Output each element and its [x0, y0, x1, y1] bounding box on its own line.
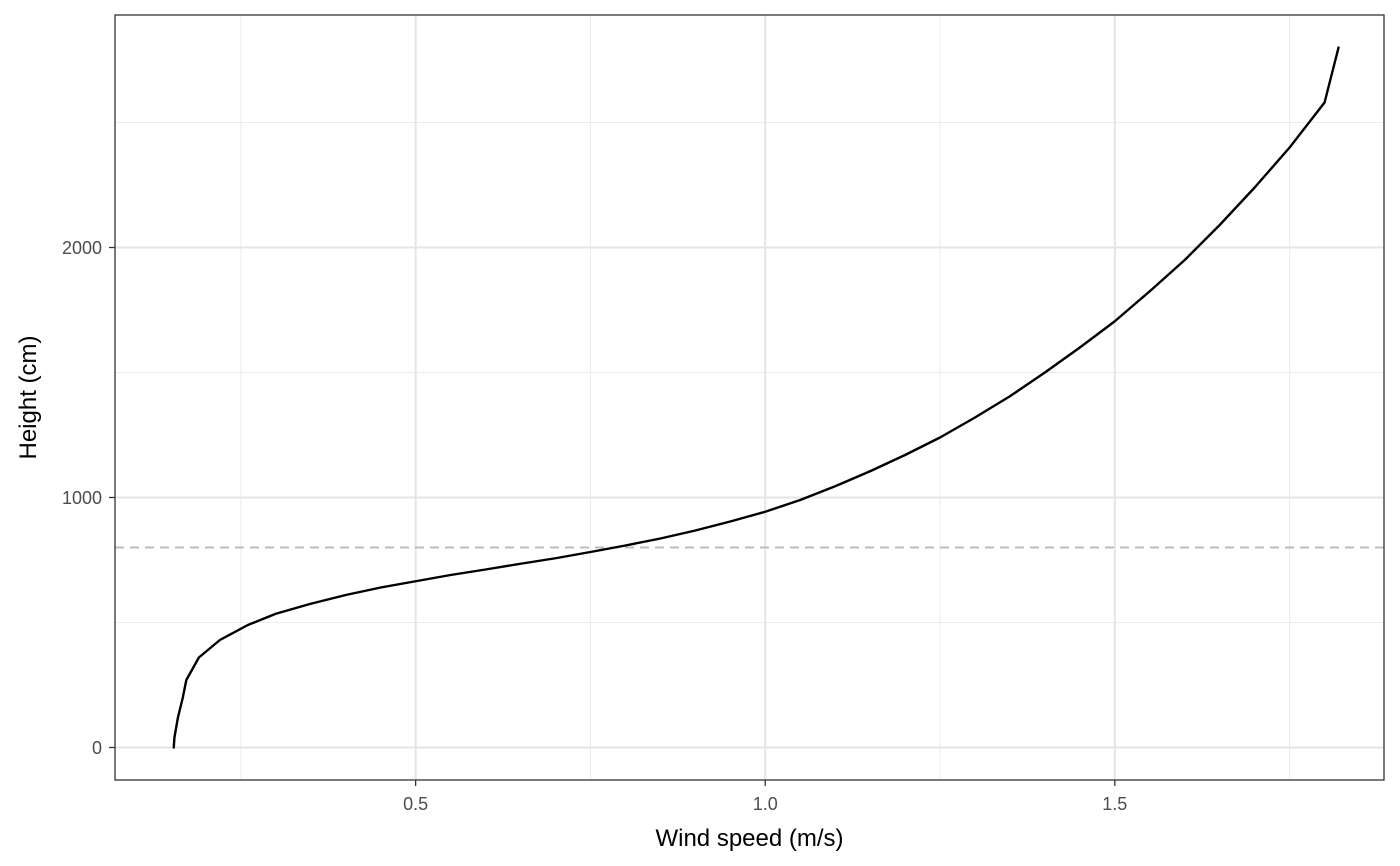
major-gridlines [115, 15, 1384, 780]
y-tick-label: 2000 [62, 238, 102, 258]
axis-ticks [109, 246, 1116, 786]
y-axis-title: Height (cm) [15, 335, 42, 459]
minor-gridlines [115, 15, 1384, 780]
x-tick-label: 1.5 [1102, 794, 1127, 814]
series-layer [172, 46, 1340, 749]
plot-border [114, 14, 1385, 781]
series-line [172, 46, 1340, 749]
x-tick-label: 0.5 [403, 794, 428, 814]
y-tick-label: 1000 [62, 488, 102, 508]
tick-labels: 0.5 1.0 1.5 0 1000 2000 [62, 238, 1127, 814]
x-tick-label: 1.0 [753, 794, 778, 814]
x-axis-title: Wind speed (m/s) [655, 825, 843, 852]
y-tick-label: 0 [92, 738, 102, 758]
plot-background [115, 15, 1384, 780]
